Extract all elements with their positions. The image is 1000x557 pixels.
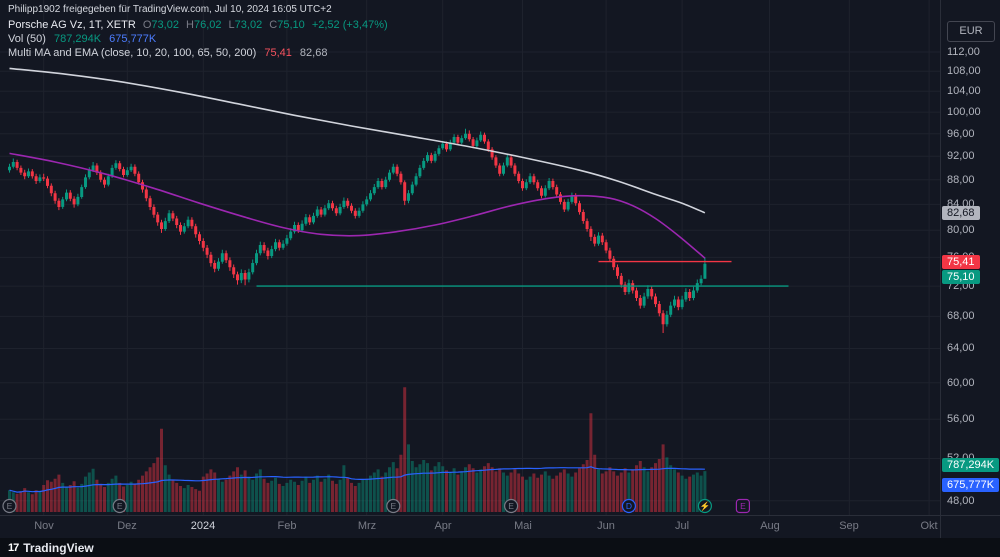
volume-ma-value: 675,777K: [109, 33, 157, 45]
time-axis-month-label: Aug: [760, 520, 780, 532]
event-marker-label: ⚡: [700, 501, 711, 512]
ma-value-2: 82,68: [299, 47, 328, 59]
time-axis-month-label: Sep: [839, 520, 859, 532]
vertical-gridlines: [43, 0, 930, 515]
price-axis-label: 60,00: [947, 377, 975, 389]
event-marker-circle[interactable]: [621, 498, 637, 514]
time-axis-month-label: Feb: [277, 520, 297, 532]
close-label: C: [269, 19, 278, 31]
time-axis-month-label: Mai: [514, 520, 532, 532]
close-value: 75,10: [277, 19, 305, 31]
price-axis-label: 88,00: [947, 174, 975, 186]
event-marker-label: E: [117, 501, 123, 511]
time-axis-month-label: Nov: [34, 520, 54, 532]
time-axis-month-label: Jun: [597, 520, 615, 532]
volume-bars-up: [8, 444, 707, 512]
legend: Porsche AG Vz, 1T, XETR O73,02 H76,02 L7…: [8, 19, 388, 61]
low-value: 73,02: [234, 19, 263, 31]
ma-value-1: 75,41: [264, 47, 292, 59]
volume-badge: 787,294K: [942, 458, 1000, 472]
last-price-badge: 75,10: [942, 270, 980, 284]
open-value: 73,02: [151, 19, 179, 31]
horizontal-gridlines: [0, 51, 940, 502]
candle-bodies-down: [15, 133, 692, 325]
time-axis-month-label: Mrz: [357, 520, 377, 532]
candle-wicks-down: [16, 130, 691, 333]
price-axis-label: 80,00: [947, 224, 975, 236]
event-marker-circle[interactable]: [504, 498, 519, 514]
volume-ma-badge: 675,777K: [942, 478, 1000, 492]
low-label: L: [228, 19, 235, 31]
level-badge: 75,41: [942, 255, 980, 269]
time-axis-separator: [0, 515, 1000, 516]
time-axis-month-label: Apr: [434, 520, 452, 532]
event-marker-circle[interactable]: [386, 498, 401, 514]
price-axis-separator: [940, 0, 941, 538]
volume-legend-row[interactable]: Vol (50) 787,294K 675,777K: [8, 33, 388, 46]
price-axis-label: 100,00: [947, 106, 981, 118]
time-axis[interactable]: Nov Dez 2024 Feb Mrz Apr Mai Jun Jul Aug Sep Okt: [0, 516, 940, 538]
time-axis-month-label: Dez: [117, 520, 137, 532]
event-marker-label: E: [7, 501, 13, 511]
time-axis-month-label: Jul: [674, 520, 690, 532]
volume-value: 787,294K: [53, 33, 102, 45]
event-marker-label: E: [740, 501, 746, 511]
high-value: 76,02: [193, 19, 222, 31]
price-axis-label: 68,00: [947, 310, 975, 322]
ma200-badge: 82,68: [942, 206, 980, 220]
ma-line-ma-100[interactable]: [9, 152, 706, 259]
event-marker-circle[interactable]: [112, 498, 127, 514]
candle-wicks-up: [9, 128, 706, 327]
symbol-title[interactable]: Porsche AG Vz, 1T, XETR: [8, 19, 136, 31]
event-marker-label: E: [390, 501, 396, 511]
candle-bodies-up: [8, 133, 707, 325]
event-marker-label: E: [508, 501, 514, 511]
event-marker-circle[interactable]: [697, 498, 713, 514]
chart-canvas[interactable]: E E E E D ⚡ E: [0, 0, 940, 515]
price-axis-label: 92,00: [947, 150, 975, 162]
volume-indicator-title[interactable]: Vol (50): [8, 33, 46, 45]
tradingview-logo-text: TradingView: [23, 540, 94, 555]
price-axis-label: 56,00: [947, 413, 975, 425]
price-axis-label: 104,00: [947, 85, 981, 97]
tradingview-logo-icon: 17: [8, 541, 19, 554]
tradingview-logo[interactable]: 17 TradingView: [8, 541, 94, 555]
price-axis-label: 96,00: [947, 128, 975, 140]
event-marker-box[interactable]: [735, 498, 751, 514]
time-axis-month-label: Okt: [920, 520, 938, 532]
price-axis-label: 64,00: [947, 342, 975, 354]
change-value: +2,52 (+3,47%): [311, 19, 388, 31]
event-marker-label: D: [626, 501, 632, 511]
currency-button[interactable]: EUR: [947, 21, 995, 42]
price-axis-label: 48,00: [947, 495, 975, 507]
price-axis-label: 112,00: [947, 46, 980, 58]
high-label: H: [186, 19, 194, 31]
volume-ma-line: [9, 466, 705, 493]
volume-bars-down: [15, 387, 692, 512]
time-axis-year-label: 2024: [190, 520, 216, 532]
bottom-bar: 17 TradingView: [0, 538, 1000, 557]
price-axis-label: 108,00: [947, 65, 981, 77]
ma-indicator-title[interactable]: Multi MA and EMA (close, 10, 20, 100, 65…: [8, 47, 257, 59]
ma-legend-row[interactable]: Multi MA and EMA (close, 10, 20, 100, 65…: [8, 47, 388, 60]
open-label: O: [142, 19, 152, 31]
share-watermark: Philipp1902 freigegeben für TradingView.…: [8, 4, 332, 15]
ma-line-ma-200[interactable]: [9, 67, 706, 214]
event-marker-circle[interactable]: [2, 498, 17, 514]
symbol-legend-row[interactable]: Porsche AG Vz, 1T, XETR O73,02 H76,02 L7…: [8, 19, 388, 32]
price-axis[interactable]: 112,00 108,00 104,00 100,00 96,00 92,00 88,00 8…: [941, 0, 1000, 538]
